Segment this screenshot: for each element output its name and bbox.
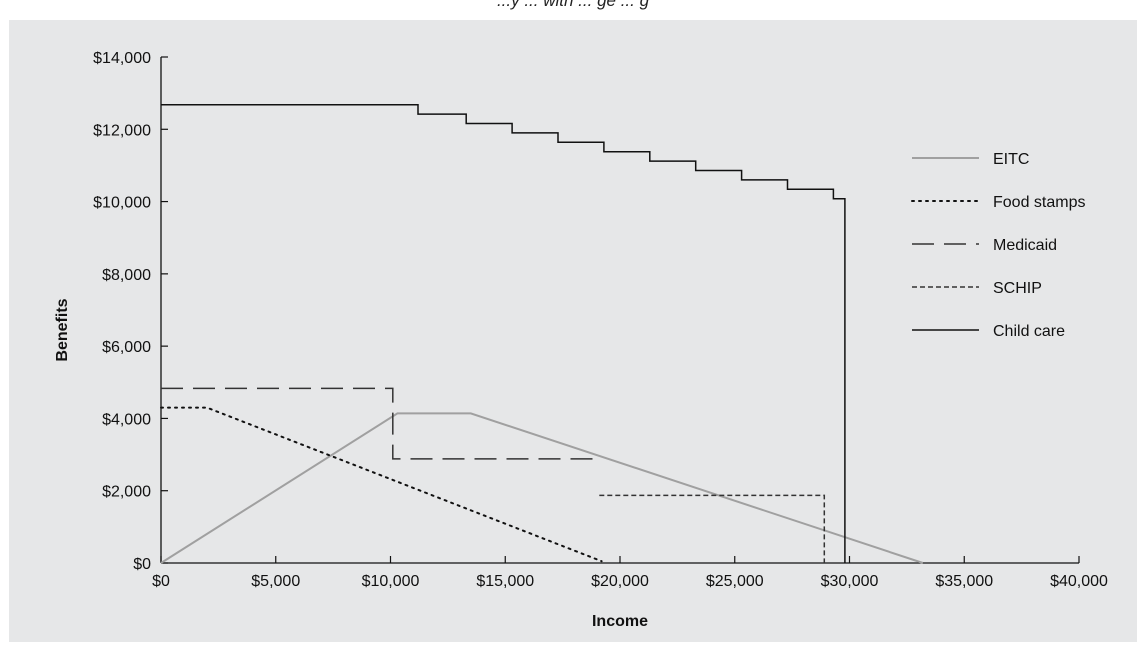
x-tick-label: $15,000 [476, 573, 534, 590]
y-tick-label: $8,000 [102, 267, 151, 284]
y-tick-label: $14,000 [93, 50, 151, 67]
x-tick-label: $5,000 [251, 573, 300, 590]
x-tick-label: $25,000 [706, 573, 764, 590]
legend-label-medicaid: Medicaid [993, 237, 1057, 254]
x-tick-label: $20,000 [591, 573, 649, 590]
legend-label-schip: SCHIP [993, 280, 1042, 297]
legend-label-food-stamps: Food stamps [993, 194, 1085, 211]
series-lines [160, 103, 924, 564]
x-tick-label: $10,000 [362, 573, 420, 590]
series-line-schip [599, 494, 826, 563]
axes: $0 $2,000 $4,000 $6,000 $8,000 $10,000 $12,000… [93, 50, 1108, 590]
x-axis-title: Income [592, 613, 648, 630]
y-tick-label: $12,000 [93, 122, 151, 139]
series-line-food-stamps [160, 406, 603, 563]
x-tick-label: $0 [152, 573, 170, 590]
y-tick-label: $4,000 [102, 411, 151, 428]
chart-panel: $0 $2,000 $4,000 $6,000 $8,000 $10,000 $12,000… [9, 20, 1137, 642]
figure-caption: ...y ... with ... ge ... g [496, 0, 650, 10]
x-tick-label: $35,000 [935, 573, 993, 590]
x-tick-label: $30,000 [821, 573, 879, 590]
series-line-child-care [161, 103, 846, 563]
y-tick-label: $2,000 [102, 484, 151, 501]
series-line-medicaid [161, 387, 602, 460]
benefits-income-chart: $0 $2,000 $4,000 $6,000 $8,000 $10,000 $12,000… [54, 50, 1108, 630]
y-tick-label: $0 [133, 556, 151, 573]
x-tick-label: $40,000 [1050, 573, 1108, 590]
y-axis-title: Benefits [54, 298, 71, 361]
legend-label-child-care: Child care [993, 323, 1065, 340]
series-line-eitc [160, 412, 924, 564]
y-tick-label: $10,000 [93, 195, 151, 212]
legend: EITC Food stamps Medicaid SCHIP Child care [911, 151, 1085, 340]
y-tick-label: $6,000 [102, 339, 151, 356]
figure-caption-strip: ...y ... with ... ge ... g [0, 0, 1146, 20]
legend-label-eitc: EITC [993, 151, 1029, 168]
